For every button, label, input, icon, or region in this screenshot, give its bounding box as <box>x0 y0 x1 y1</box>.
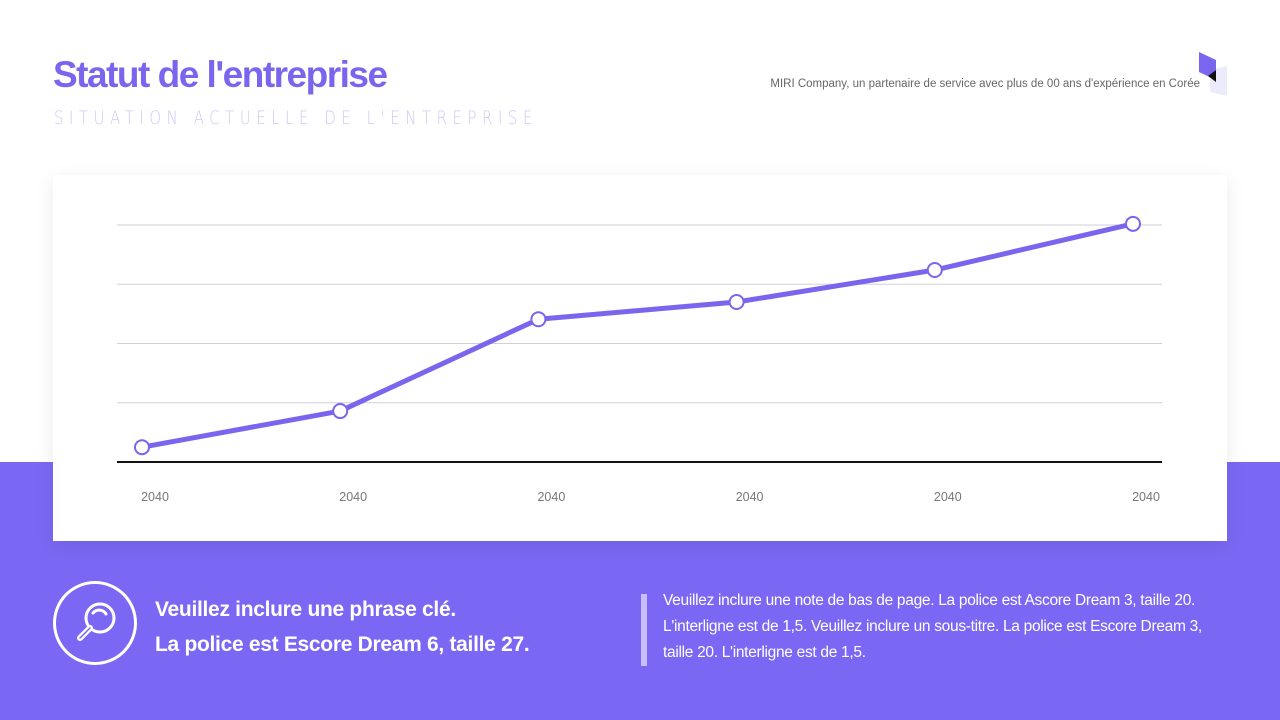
key-line-2: La police est Escore Dream 6, taille 27. <box>155 633 530 656</box>
series-line <box>141 221 1134 450</box>
data-point <box>134 439 150 456</box>
data-point <box>728 294 745 311</box>
x-tick-label: 2040 <box>141 490 169 504</box>
page-subtitle: SITUATION ACTUELLE DE L'ENTREPRISE <box>54 107 538 129</box>
x-tick-label: 2040 <box>934 490 962 504</box>
chart-card: 2040 2040 2040 2040 2040 2040 <box>53 175 1227 541</box>
note-divider <box>641 594 647 666</box>
x-tick-label: 2040 <box>339 490 367 504</box>
x-tick-label: 2040 <box>736 490 764 504</box>
data-point <box>332 403 349 420</box>
key-phrase: Veuillez inclure une phrase clé. La poli… <box>155 592 530 662</box>
x-tick-label: 2040 <box>1132 490 1160 504</box>
company-tagline: MIRI Company, un partenaire de service a… <box>770 78 1200 90</box>
data-point <box>530 311 547 328</box>
logo-icon <box>1199 52 1227 96</box>
page-title: Statut de l'entreprise <box>53 54 388 95</box>
key-line-1: Veuillez inclure une phrase clé. <box>155 598 456 621</box>
x-tick-label: 2040 <box>537 490 565 504</box>
data-point <box>926 262 943 279</box>
magnifier-icon <box>53 581 137 665</box>
data-point <box>1125 215 1141 232</box>
footnote: Veuillez inclure une note de bas de page… <box>663 592 1202 661</box>
line-chart: 2040 2040 2040 2040 2040 2040 <box>117 215 1162 504</box>
